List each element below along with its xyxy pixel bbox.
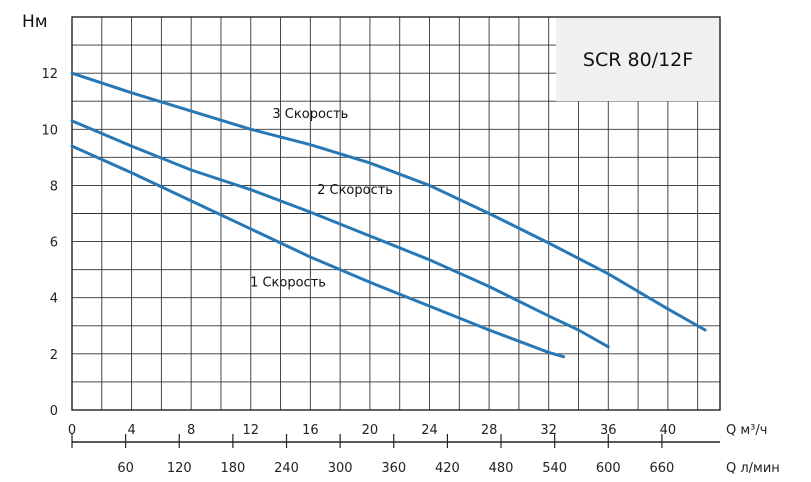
series-layer — [70, 71, 707, 359]
x2-tick-label: 540 — [542, 461, 567, 476]
secondary-x-ticks: 60 120 180 240 300 360 420 480 540 600 660 — [71, 434, 674, 476]
chart-title: SCR 80/12F — [583, 49, 693, 71]
x2-tick-label: 360 — [381, 461, 406, 476]
y-axis-label: Нм — [22, 12, 48, 32]
x-tick-label: 20 — [362, 423, 379, 438]
y-tick-label: 4 — [50, 292, 58, 307]
series-label: 2 Скорость — [317, 183, 393, 198]
x-tick-label: 12 — [242, 423, 259, 438]
x2-tick-label: 420 — [435, 461, 460, 476]
x2-tick-label: 600 — [596, 461, 621, 476]
x-tick-label: 4 — [127, 423, 135, 438]
series-line-2 — [70, 119, 610, 349]
x-tick-label: 16 — [302, 423, 319, 438]
x2-tick-label: 660 — [649, 461, 674, 476]
x-tick-label: 24 — [421, 423, 438, 438]
y-tick-label: 8 — [50, 179, 58, 194]
plot-frame — [71, 16, 721, 411]
y-tick-label: 12 — [41, 67, 58, 82]
series-label: 3 Скорость — [272, 107, 348, 122]
y-tick-label: 2 — [50, 348, 58, 363]
x2-tick-label: 240 — [274, 461, 299, 476]
y-tick-label: 0 — [50, 404, 58, 419]
x2-tick-label: 480 — [489, 461, 514, 476]
x-tick-label: 0 — [68, 423, 76, 438]
x2-tick-label: 120 — [167, 461, 192, 476]
title-box — [556, 17, 720, 102]
y-tick-label: 10 — [41, 123, 58, 138]
x2-tick-label: 180 — [220, 461, 245, 476]
x-tick-label: 8 — [187, 423, 195, 438]
series-line-1 — [70, 71, 707, 332]
series-label: 1 Скорость — [250, 275, 326, 290]
series-line-3 — [70, 144, 566, 359]
x-tick-label: 32 — [540, 423, 557, 438]
x-axis-label: Q м³/ч — [726, 423, 767, 438]
y-tick-label: 6 — [50, 236, 58, 251]
x2-tick-label: 300 — [328, 461, 353, 476]
x-tick-label: 28 — [481, 423, 498, 438]
grid — [72, 17, 720, 410]
x2-tick-label: 60 — [117, 461, 134, 476]
x2-axis-label: Q л/мин — [726, 461, 780, 476]
x-tick-label: 40 — [660, 423, 677, 438]
x-tick-label: 36 — [600, 423, 617, 438]
